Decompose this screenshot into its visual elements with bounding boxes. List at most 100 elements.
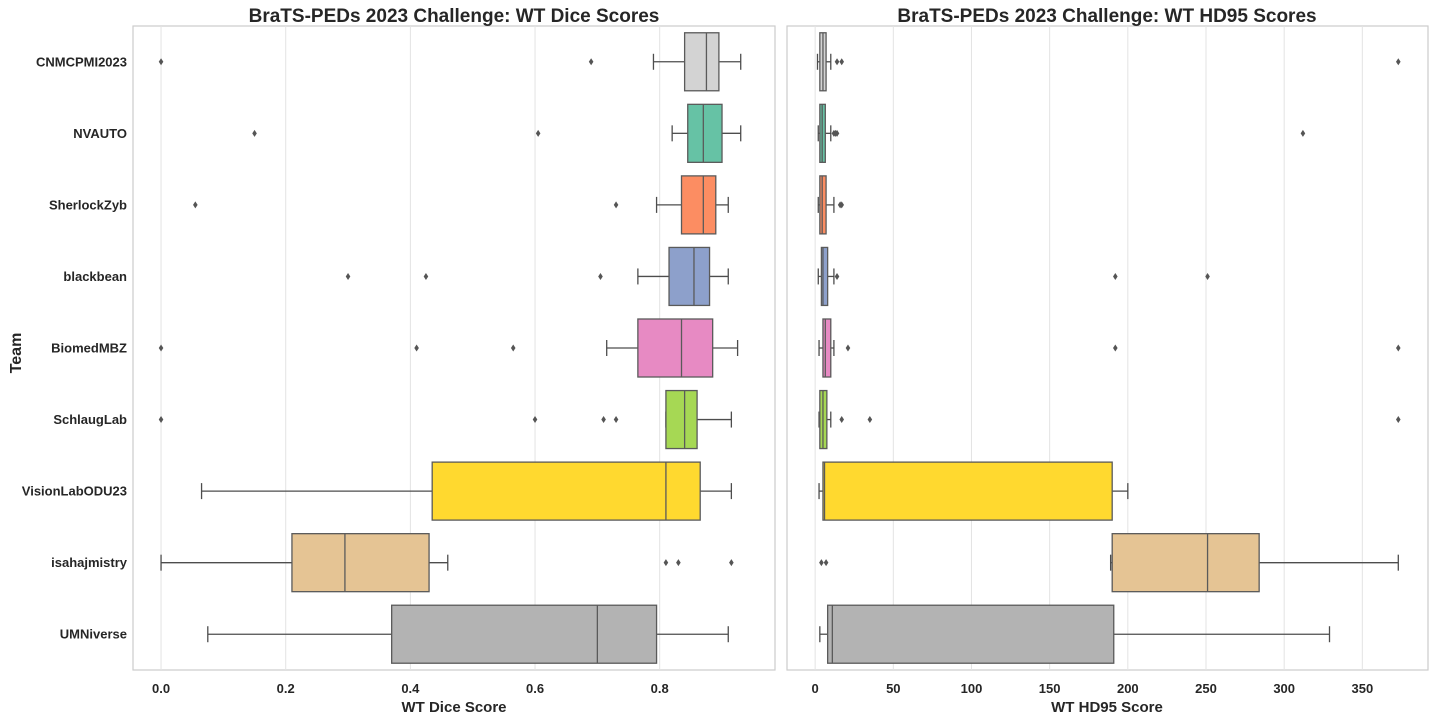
outlier-point: [613, 416, 619, 424]
x-tick-label: 150: [1039, 681, 1061, 696]
outlier-point: [510, 344, 516, 352]
box-SchlaugLab: [158, 389, 733, 450]
outlier-point: [1113, 344, 1118, 352]
iqr-box: [668, 246, 711, 307]
outlier-point: [1205, 272, 1210, 280]
box-UMNiverse: [207, 604, 729, 664]
box-isahajmistry: [819, 533, 1399, 593]
box-SchlaugLab: [818, 389, 1401, 450]
x-tick-label: 0.8: [651, 681, 669, 696]
outlier-point: [676, 559, 681, 567]
outlier-point: [1395, 58, 1401, 66]
outlier-point: [1395, 344, 1401, 352]
x-tick-label: 250: [1195, 681, 1217, 696]
dice-chart-title: BraTS-PEDs 2023 Challenge: WT Dice Score…: [249, 6, 660, 27]
outlier-point: [158, 344, 164, 352]
iqr-box: [391, 604, 658, 664]
box-CNMCPMI2023: [816, 32, 1401, 92]
outlier-point: [839, 201, 845, 209]
hd95-plot-frame: [786, 25, 1429, 671]
outlier-point: [819, 559, 824, 567]
iqr-box: [431, 461, 701, 521]
outlier-point: [613, 201, 619, 209]
outlier-point: [414, 344, 419, 352]
x-tick-label: 0: [812, 681, 819, 696]
hd95-chart-title: BraTS-PEDs 2023 Challenge: WT HD95 Score…: [897, 6, 1316, 27]
box-isahajmistry: [160, 533, 734, 593]
dice-plot-frame: [132, 25, 776, 671]
box-UMNiverse: [819, 604, 1331, 664]
iqr-box: [637, 318, 714, 378]
iqr-box: [680, 175, 717, 235]
outlier-point: [1395, 416, 1401, 424]
iqr-box: [822, 318, 832, 378]
x-tick-label: 0.4: [401, 681, 420, 696]
dice-panel: 0.0 0.2 0.4 0.6 0.8 BraTS-PEDs 2023 Challeng…: [132, 6, 776, 716]
iqr-box: [819, 175, 827, 235]
x-tick-label: 50: [886, 681, 900, 696]
outlier-point: [423, 272, 429, 280]
dice-x-axis-label: WT Dice Score: [401, 699, 506, 716]
x-tick-label: 0.6: [526, 681, 544, 696]
hd95-panel: 0 50 100 150 200 250 300 350 BraTS-PEDs 2023 Ch…: [786, 6, 1429, 716]
outlier-point: [663, 559, 669, 567]
team-label: NVAUTO: [73, 126, 127, 141]
outlier-point: [839, 58, 845, 66]
outlier-point: [839, 416, 845, 424]
box-VisionLabODU23: [818, 461, 1129, 521]
x-tick-label: 0.2: [277, 681, 295, 696]
iqr-box: [687, 103, 723, 163]
team-label: BiomedMBZ: [51, 341, 127, 356]
x-tick-label: 0.0: [152, 681, 170, 696]
box-SherlockZyb: [817, 175, 845, 235]
outlier-point: [834, 129, 840, 137]
outlier-point: [158, 58, 164, 66]
outlier-point: [834, 272, 840, 280]
outlier-point: [823, 559, 829, 567]
box-NVAUTO: [252, 103, 742, 163]
outlier-point: [532, 416, 538, 424]
iqr-box: [1111, 533, 1260, 593]
outlier-point: [158, 416, 164, 424]
outlier-point: [867, 416, 873, 424]
team-label: blackbean: [63, 269, 127, 284]
team-label: SherlockZyb: [49, 197, 127, 212]
iqr-box: [291, 533, 430, 593]
outlier-point: [588, 58, 594, 66]
box-SherlockZyb: [193, 175, 729, 235]
box-VisionLabODU23: [200, 461, 733, 521]
iqr-box: [826, 604, 1115, 664]
outlier-point: [845, 344, 851, 352]
box-blackbean: [345, 246, 729, 307]
team-label: SchlaugLab: [53, 412, 127, 427]
box-CNMCPMI2023: [158, 32, 742, 92]
box-blackbean: [817, 246, 1210, 307]
x-tick-label: 300: [1273, 681, 1295, 696]
outlier-point: [193, 201, 198, 209]
outlier-point: [601, 416, 606, 424]
outlier-point: [1300, 129, 1306, 137]
iqr-box: [822, 461, 1113, 521]
outlier-point: [252, 129, 257, 137]
team-label: UMNiverse: [60, 627, 127, 642]
outlier-point: [535, 129, 541, 137]
x-tick-label: 350: [1351, 681, 1373, 696]
hd95-x-axis-label: WT HD95 Score: [1051, 699, 1163, 716]
team-label: VisionLabODU23: [22, 484, 127, 499]
y-axis-label: Team: [8, 333, 25, 374]
iqr-box: [665, 389, 698, 450]
iqr-box: [820, 246, 829, 307]
box-BiomedMBZ: [818, 318, 1401, 378]
x-tick-label: 100: [961, 681, 983, 696]
team-label: CNMCPMI2023: [36, 54, 127, 69]
outlier-point: [729, 559, 734, 567]
box-NVAUTO: [817, 103, 1306, 163]
outlier-point: [598, 272, 603, 280]
outlier-point: [834, 58, 840, 66]
iqr-box: [683, 32, 720, 92]
box-BiomedMBZ: [158, 318, 739, 378]
team-axis: CNMCPMI2023 NVAUTO SherlockZyb blackbean Bio…: [22, 54, 128, 641]
x-tick-label: 200: [1117, 681, 1139, 696]
team-label: isahajmistry: [51, 555, 128, 570]
